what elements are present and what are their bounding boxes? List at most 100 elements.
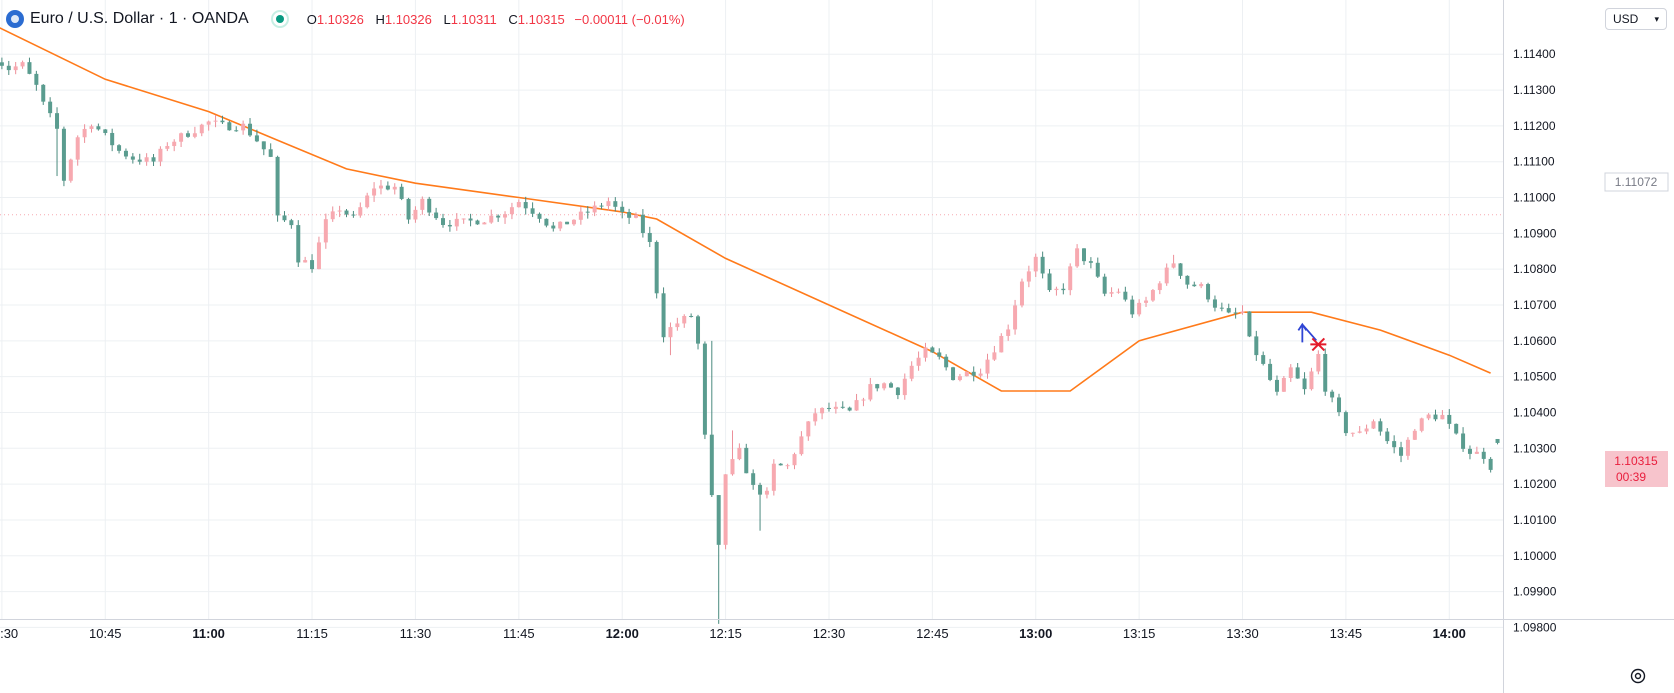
candle-body: [289, 220, 294, 226]
candle-body: [6, 65, 11, 71]
candle-body: [89, 126, 94, 129]
x-tick-label: 13:45: [1330, 626, 1363, 641]
candle-body: [20, 62, 25, 67]
candle-body: [1040, 256, 1045, 274]
candle-body: [1247, 311, 1252, 337]
sun-logo-icon[interactable]: [6, 10, 24, 28]
gear-icon[interactable]: [1628, 666, 1648, 686]
candle-body: [68, 159, 73, 181]
candle-body: [1274, 379, 1279, 392]
candle-body: [96, 126, 101, 130]
x-tick-label: 11:45: [503, 626, 535, 641]
candle-body: [489, 215, 494, 223]
candle-body: [1185, 275, 1190, 285]
candle-body: [378, 185, 383, 189]
last-price-box: [1605, 451, 1668, 487]
candle-body: [1295, 367, 1300, 379]
candle-body: [1385, 431, 1390, 442]
candle-body: [840, 406, 845, 408]
candle-body: [1102, 276, 1107, 294]
candle-body: [1323, 353, 1328, 392]
candle-body: [41, 84, 46, 102]
candle-body: [1364, 428, 1369, 432]
candle-body: [1130, 299, 1135, 315]
red-cross-icon[interactable]: [1310, 337, 1327, 352]
candle-body: [944, 356, 949, 368]
candle-body: [172, 141, 177, 147]
candle-body: [868, 384, 873, 400]
candle-body: [1206, 284, 1211, 300]
candle-body: [254, 135, 259, 142]
candle-body: [578, 211, 583, 220]
candle-body: [1171, 263, 1176, 268]
candle-body: [227, 122, 232, 131]
x-tick-label: 11:00: [192, 626, 225, 641]
candle-body: [682, 315, 687, 324]
candle-body: [1474, 451, 1479, 454]
candle-body: [123, 150, 128, 157]
chart-annotation[interactable]: [1297, 322, 1327, 352]
candle-body: [234, 130, 239, 132]
candle-body: [1178, 263, 1183, 276]
y-tick-label: 1.11300: [1513, 83, 1556, 97]
y-tick-label: 1.10100: [1513, 513, 1557, 527]
open-value: 1.10326: [316, 11, 364, 27]
candle-body: [441, 218, 446, 225]
candle-body: [144, 157, 149, 162]
candle-body: [689, 315, 694, 317]
candle-body: [957, 376, 962, 381]
candle-body: [1109, 292, 1114, 294]
candle-body: [1006, 329, 1011, 336]
y-tick-label: 1.09900: [1513, 585, 1557, 599]
x-tick-label: 12:45: [916, 626, 949, 641]
candle-body: [985, 359, 990, 374]
candle-body: [241, 123, 246, 131]
symbol-title[interactable]: Euro / U.S. Dollar · 1 · OANDA: [30, 10, 249, 27]
candle-body: [1412, 430, 1417, 440]
currency-selector[interactable]: USD ▾: [1605, 8, 1667, 30]
last-price-text: 1.10315: [1614, 454, 1658, 468]
candle-body: [951, 367, 956, 381]
candle-body: [351, 214, 356, 216]
candle-body: [1123, 291, 1128, 300]
candle-body: [1240, 311, 1245, 313]
candle-body: [730, 459, 735, 475]
candle-body: [758, 484, 763, 495]
candle-body: [696, 316, 701, 344]
y-tick-label: 1.11400: [1513, 47, 1556, 61]
candle-body: [0, 62, 4, 66]
candle-body: [1378, 421, 1383, 432]
candle-body: [447, 224, 452, 227]
candle-body: [372, 188, 377, 196]
candle-body: [82, 128, 87, 138]
candle-body: [420, 198, 425, 210]
last-price-label: 1.10315 00:39: [1605, 451, 1668, 487]
candle-body: [1454, 423, 1459, 434]
x-tick-label: 12:00: [606, 626, 639, 641]
candle-body: [1399, 447, 1404, 456]
candle-body: [627, 212, 632, 218]
candle-body: [847, 407, 852, 411]
candle-body: [1150, 290, 1155, 301]
y-tick-label: 1.10700: [1513, 298, 1557, 312]
candle-body: [833, 406, 838, 409]
candle-body: [1330, 391, 1335, 398]
candle-body: [137, 159, 142, 162]
candle-body: [592, 205, 597, 213]
close-label: C: [508, 11, 518, 27]
crosshair-price-label: 1.11072: [1604, 172, 1669, 192]
candle-body: [964, 371, 969, 377]
candle-body: [482, 222, 487, 225]
crosshair-price-box: [1604, 172, 1669, 192]
low-label: L: [443, 11, 451, 27]
candle-body: [454, 218, 459, 227]
candle-body: [475, 220, 480, 225]
blue-arrow-icon[interactable]: [1297, 322, 1318, 343]
y-tick-label: 1.11000: [1513, 191, 1556, 205]
candle-body: [1392, 441, 1397, 448]
candle-body: [923, 347, 928, 358]
crosshair-price-text: 1.11072: [1615, 175, 1658, 189]
candle-body: [1467, 448, 1472, 454]
y-tick-label: 1.10500: [1513, 370, 1557, 384]
